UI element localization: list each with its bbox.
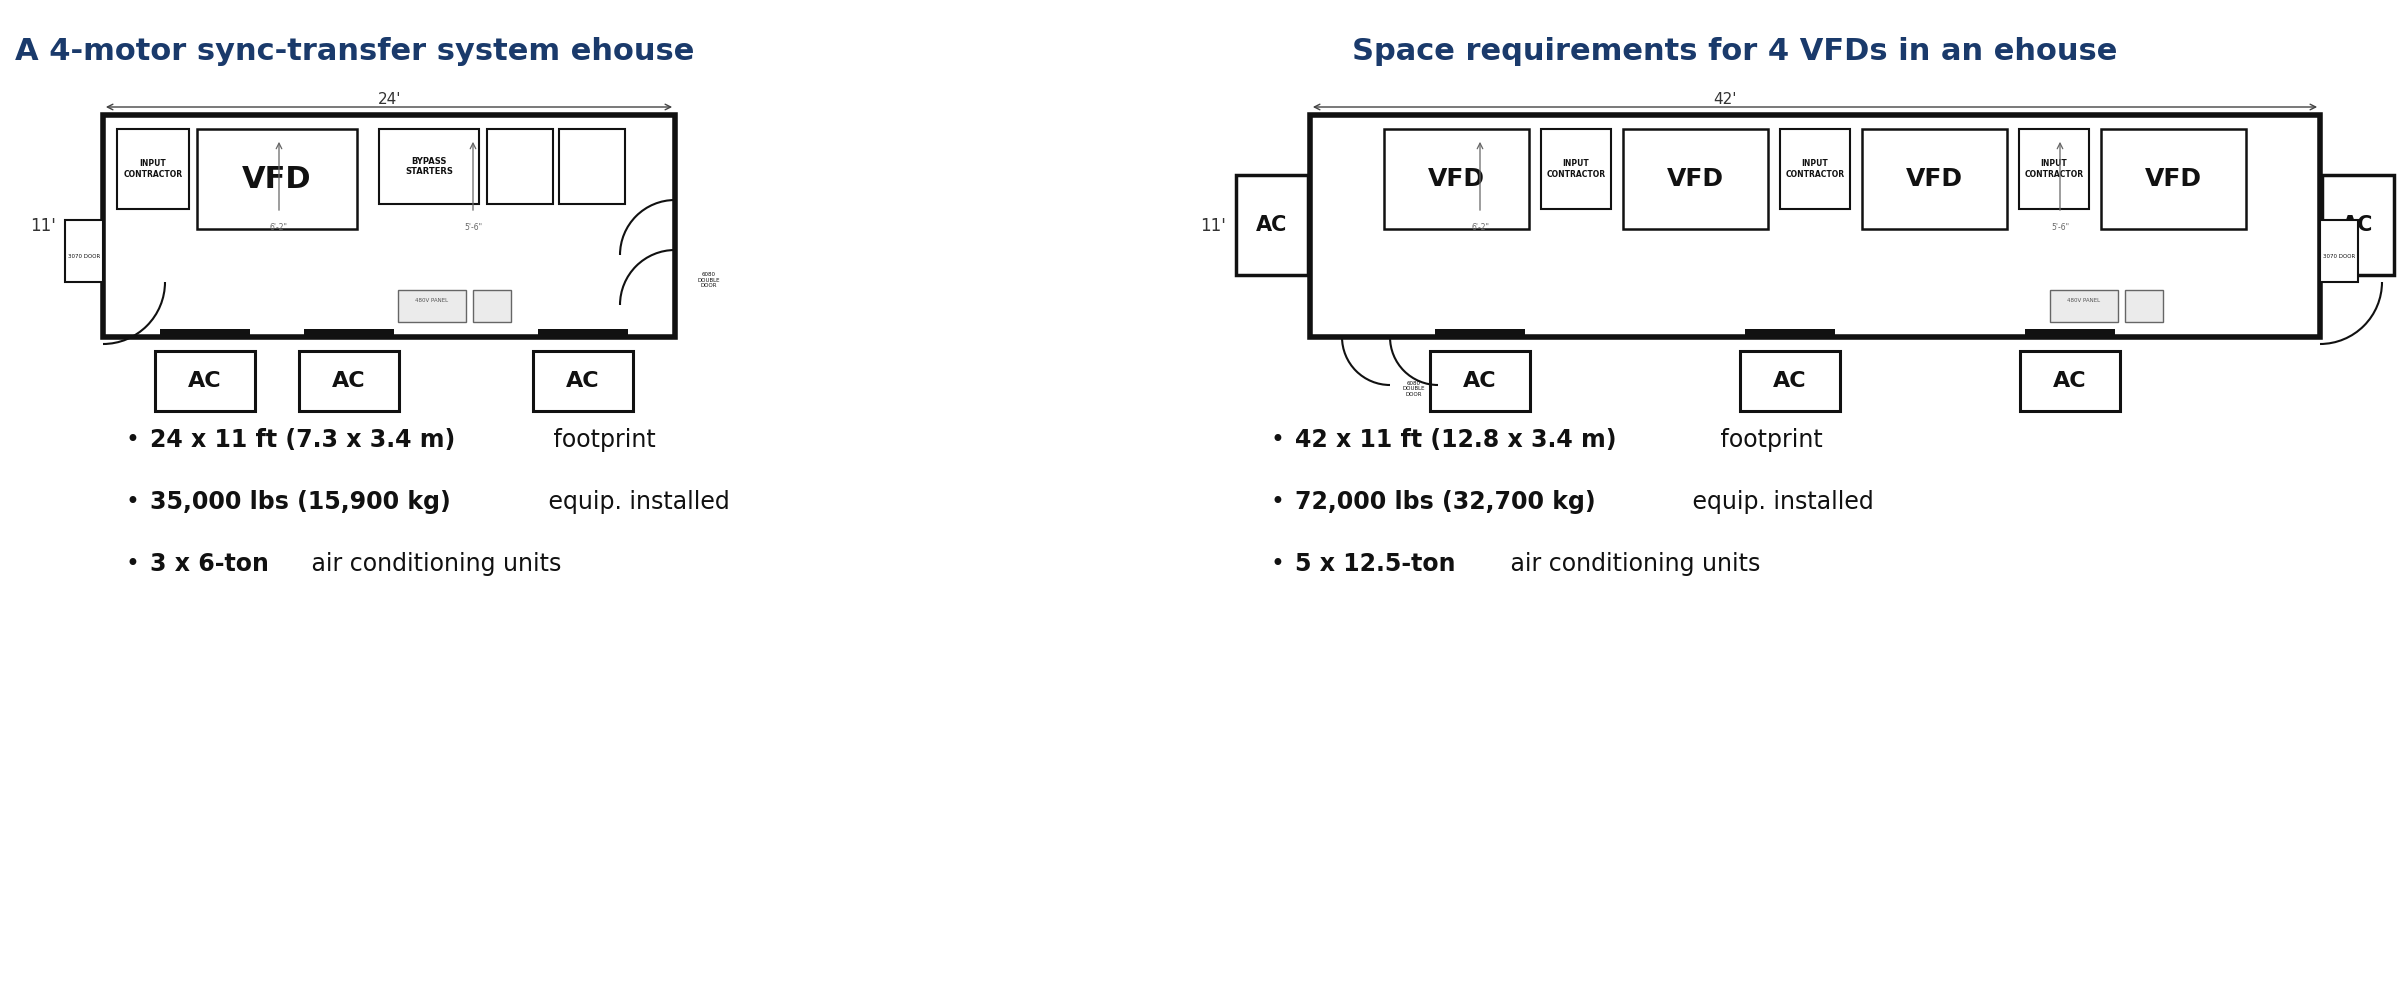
Text: footprint: footprint: [547, 428, 655, 452]
Text: air conditioning units: air conditioning units: [305, 552, 562, 576]
Bar: [2050, 290, 2119, 322]
Bar: [487, 129, 552, 204]
Text: BYPASS
STARTERS: BYPASS STARTERS: [406, 157, 454, 176]
Bar: [2100, 129, 2246, 229]
Bar: [398, 290, 466, 322]
Bar: [161, 329, 250, 339]
Bar: [2021, 351, 2119, 411]
Text: 24': 24': [379, 92, 401, 107]
Text: 6'-2": 6'-2": [269, 222, 288, 231]
Bar: [538, 329, 629, 339]
Bar: [103, 115, 674, 337]
Bar: [2323, 175, 2395, 275]
Text: VFD: VFD: [1668, 167, 1723, 191]
Text: AC: AC: [2342, 215, 2374, 235]
Bar: [473, 290, 511, 322]
Text: AC: AC: [1774, 371, 1807, 391]
Text: VFD: VFD: [242, 165, 312, 194]
Text: INPUT
CONTRACTOR: INPUT CONTRACTOR: [1786, 159, 1846, 179]
Bar: [1430, 351, 1531, 411]
Text: •: •: [125, 490, 139, 514]
Text: AC: AC: [1255, 215, 1289, 235]
Bar: [156, 351, 254, 411]
Bar: [1236, 175, 1308, 275]
Bar: [1310, 115, 2321, 337]
Bar: [1313, 218, 2316, 334]
Bar: [1541, 129, 1610, 209]
Text: 6080
DOUBLE
DOOR: 6080 DOUBLE DOOR: [698, 272, 720, 288]
Text: VFD: VFD: [1428, 167, 1486, 191]
Bar: [1781, 129, 1850, 209]
Bar: [106, 218, 672, 334]
Text: VFD: VFD: [1906, 167, 1963, 191]
Bar: [1862, 129, 2006, 229]
Text: •: •: [1270, 490, 1284, 514]
Bar: [2026, 329, 2114, 339]
Text: 35,000 lbs (15,900 kg): 35,000 lbs (15,900 kg): [149, 490, 451, 514]
Text: air conditioning units: air conditioning units: [1502, 552, 1762, 576]
Bar: [65, 220, 103, 282]
Text: equip. installed: equip. installed: [540, 490, 730, 514]
Bar: [305, 329, 394, 339]
Bar: [1435, 329, 1524, 339]
Text: •: •: [1270, 552, 1284, 576]
Text: AC: AC: [331, 371, 365, 391]
Text: 6'-2": 6'-2": [1471, 222, 1488, 231]
Text: AC: AC: [1464, 371, 1498, 391]
Text: 5'-6": 5'-6": [2052, 222, 2069, 231]
Bar: [559, 129, 624, 204]
Bar: [379, 129, 480, 204]
Bar: [2018, 129, 2088, 209]
Text: AC: AC: [187, 371, 221, 391]
Text: 3 x 6-ton: 3 x 6-ton: [149, 552, 269, 576]
Text: 3070 DOOR: 3070 DOOR: [67, 253, 101, 258]
Bar: [197, 129, 358, 229]
Text: equip. installed: equip. installed: [1685, 490, 1874, 514]
Text: 5'-6": 5'-6": [463, 222, 482, 231]
Bar: [1740, 351, 1841, 411]
Text: INPUT
CONTRACTOR: INPUT CONTRACTOR: [2026, 159, 2083, 179]
Bar: [533, 351, 634, 411]
Text: 3070 DOOR: 3070 DOOR: [2323, 253, 2354, 258]
Text: VFD: VFD: [2146, 167, 2203, 191]
Text: 11': 11': [1200, 217, 1226, 235]
Bar: [1622, 129, 1769, 229]
Text: INPUT
CONTRACTOR: INPUT CONTRACTOR: [122, 159, 182, 179]
Bar: [300, 351, 398, 411]
Text: 5 x 12.5-ton: 5 x 12.5-ton: [1296, 552, 1454, 576]
Text: 11': 11': [31, 217, 55, 235]
Text: INPUT
CONTRACTOR: INPUT CONTRACTOR: [1546, 159, 1606, 179]
Text: AC: AC: [566, 371, 600, 391]
Bar: [1745, 329, 1836, 339]
Bar: [2321, 220, 2357, 282]
Text: 6080
DOUBLE
DOOR: 6080 DOUBLE DOOR: [1402, 380, 1426, 397]
Text: 480V PANEL: 480V PANEL: [2066, 298, 2100, 303]
Text: •: •: [125, 428, 139, 452]
Text: AC: AC: [2052, 371, 2088, 391]
Text: •: •: [1270, 428, 1284, 452]
Text: 72,000 lbs (32,700 kg): 72,000 lbs (32,700 kg): [1296, 490, 1596, 514]
Text: A 4-motor sync-transfer system ehouse: A 4-motor sync-transfer system ehouse: [14, 38, 694, 67]
Text: 480V PANEL: 480V PANEL: [415, 298, 449, 303]
Text: footprint: footprint: [1714, 428, 1822, 452]
Text: 24 x 11 ft (7.3 x 3.4 m): 24 x 11 ft (7.3 x 3.4 m): [149, 428, 456, 452]
Bar: [1385, 129, 1529, 229]
Text: 42': 42': [1714, 92, 1738, 107]
Text: •: •: [125, 552, 139, 576]
Bar: [2124, 290, 2162, 322]
Text: 42 x 11 ft (12.8 x 3.4 m): 42 x 11 ft (12.8 x 3.4 m): [1296, 428, 1618, 452]
Bar: [118, 129, 190, 209]
Text: Space requirements for 4 VFDs in an ehouse: Space requirements for 4 VFDs in an ehou…: [1351, 38, 2117, 67]
